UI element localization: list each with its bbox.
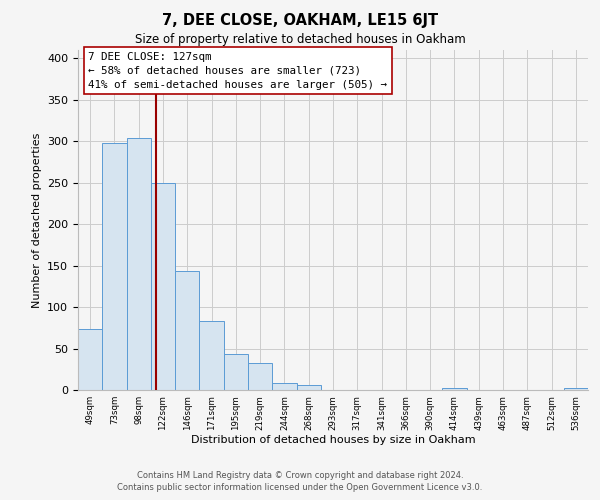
Text: 7 DEE CLOSE: 127sqm
← 58% of detached houses are smaller (723)
41% of semi-detac: 7 DEE CLOSE: 127sqm ← 58% of detached ho…: [88, 52, 387, 90]
Text: 7, DEE CLOSE, OAKHAM, LE15 6JT: 7, DEE CLOSE, OAKHAM, LE15 6JT: [162, 12, 438, 28]
Bar: [127, 138, 151, 390]
X-axis label: Distribution of detached houses by size in Oakham: Distribution of detached houses by size …: [191, 436, 475, 446]
Bar: [151, 182, 175, 390]
Bar: [224, 354, 248, 390]
Bar: [272, 382, 296, 390]
Y-axis label: Number of detached properties: Number of detached properties: [32, 132, 41, 308]
Bar: [175, 270, 199, 390]
Bar: [78, 330, 102, 390]
Text: Contains HM Land Registry data © Crown copyright and database right 2024.
Contai: Contains HM Land Registry data © Crown c…: [118, 471, 482, 492]
Bar: [248, 364, 272, 390]
Bar: [199, 321, 224, 390]
Bar: [102, 143, 127, 390]
Text: Size of property relative to detached houses in Oakham: Size of property relative to detached ho…: [134, 32, 466, 46]
Bar: [564, 388, 588, 390]
Bar: [296, 385, 321, 390]
Bar: [442, 388, 467, 390]
